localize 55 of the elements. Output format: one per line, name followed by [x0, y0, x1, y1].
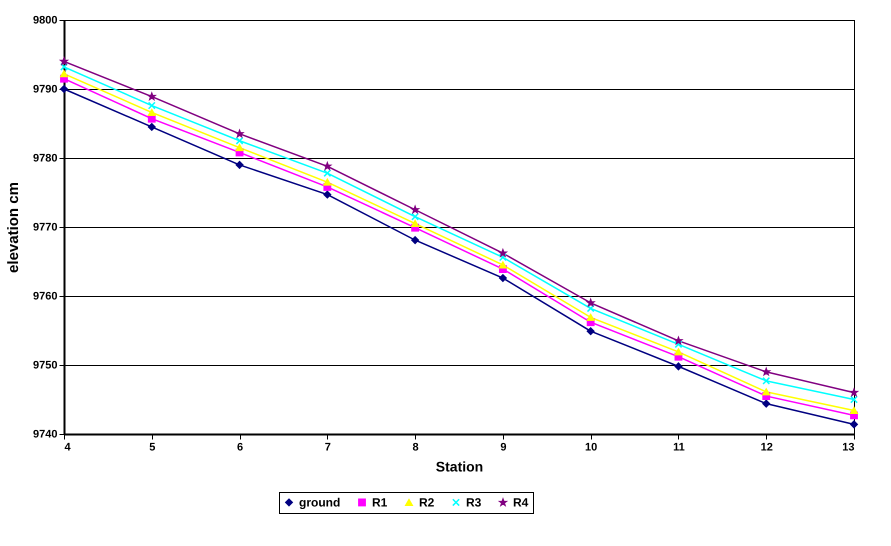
point: [236, 160, 244, 169]
point: [498, 261, 507, 268]
point: [148, 108, 156, 116]
point: [236, 136, 244, 145]
legend-label: R4: [513, 496, 529, 510]
point: [674, 340, 682, 348]
point: [586, 327, 595, 336]
point: [674, 348, 682, 356]
x-tick-label: 5: [149, 442, 156, 454]
point: [411, 220, 420, 228]
y-tick-label: 9770: [33, 222, 58, 234]
point: [850, 407, 858, 414]
point: [762, 400, 770, 408]
point: [850, 396, 858, 404]
point: [850, 420, 858, 428]
x-tick-label: 7: [324, 442, 331, 454]
legend-label: ground: [299, 495, 340, 510]
x-tick-label: 6: [236, 442, 244, 454]
y-tick-label: 9790: [33, 84, 58, 96]
point: [236, 144, 244, 152]
point: [498, 274, 507, 282]
point: [762, 388, 770, 396]
point: [674, 362, 682, 370]
y-tick-label: 9800: [33, 14, 58, 26]
y-tick-label: 9750: [33, 360, 58, 372]
point: [60, 63, 68, 71]
x-tick-label: 4: [64, 442, 72, 454]
x-tick-label: 11: [673, 442, 685, 454]
point: [411, 212, 420, 221]
point: [762, 376, 770, 385]
point: [148, 123, 156, 131]
y-tick-label: 9760: [33, 290, 58, 302]
x-tick-label: 13: [842, 442, 854, 454]
legend-label: R1: [372, 495, 388, 510]
point: [148, 102, 156, 110]
point: [498, 253, 507, 262]
point: [674, 336, 682, 344]
point: [324, 162, 332, 170]
x-tick-label: 9: [500, 442, 506, 454]
point: [586, 304, 595, 312]
x-axis-title: Station: [436, 458, 484, 474]
point: [411, 236, 420, 244]
point: [323, 169, 332, 178]
point: [323, 190, 332, 198]
legend-label: R2: [419, 496, 435, 510]
point: [586, 314, 595, 321]
x-tick-label: 8: [412, 442, 419, 454]
x-tick-label: 10: [585, 442, 598, 454]
point: [323, 178, 332, 186]
y-axis-title: elevation cm: [5, 182, 22, 273]
y-tick-label: 9780: [33, 152, 58, 164]
x-tick-label: 12: [760, 442, 773, 454]
legend-label: R3: [466, 495, 482, 510]
y-tick-label: 9740: [33, 428, 58, 440]
point: [60, 70, 68, 78]
